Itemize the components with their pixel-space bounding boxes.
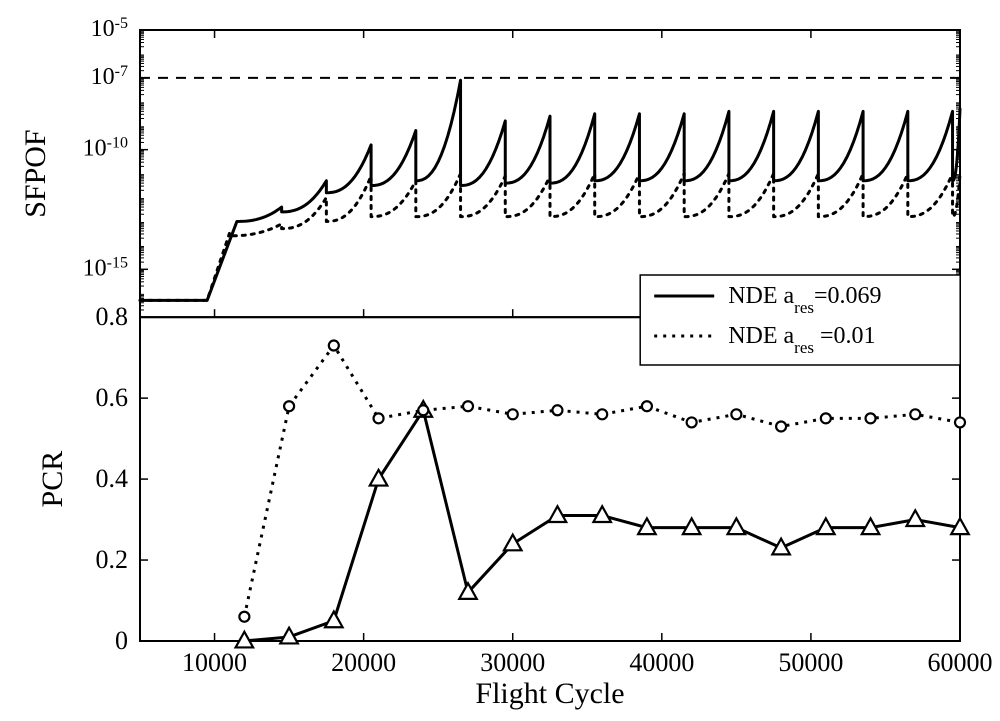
pcr-marker-circle bbox=[955, 417, 965, 427]
pcr-marker-circle bbox=[731, 409, 741, 419]
x-tick-label: 40000 bbox=[629, 648, 694, 677]
pcr-series-0 bbox=[244, 410, 960, 641]
pcr-marker-circle bbox=[284, 401, 294, 411]
x-axis-label: Flight Cycle bbox=[475, 677, 624, 710]
pcr-marker-circle bbox=[239, 612, 249, 622]
pcr-marker-circle bbox=[508, 409, 518, 419]
pcr-marker-triangle bbox=[907, 510, 925, 526]
pcr-marker-circle bbox=[329, 341, 339, 351]
pcr-marker-circle bbox=[463, 401, 473, 411]
ytick-label-bottom: 0.4 bbox=[96, 464, 129, 493]
ytick-label-top: 10-5 bbox=[91, 15, 128, 43]
pcr-marker-circle bbox=[866, 413, 876, 423]
ytick-label-bottom: 0.6 bbox=[96, 383, 129, 412]
x-tick-label: 10000 bbox=[182, 648, 247, 677]
pcr-marker-circle bbox=[821, 413, 831, 423]
y-axis-label-top: SFPOF bbox=[19, 129, 52, 217]
x-tick-label: 50000 bbox=[778, 648, 843, 677]
pcr-marker-triangle bbox=[325, 612, 343, 628]
x-tick-label: 30000 bbox=[480, 648, 545, 677]
pcr-marker-circle bbox=[552, 405, 562, 415]
pcr-marker-circle bbox=[687, 417, 697, 427]
pcr-marker-circle bbox=[418, 405, 428, 415]
y-axis-label-bottom: PCR bbox=[36, 451, 69, 508]
ytick-label-bottom: 0.2 bbox=[96, 545, 129, 574]
pcr-marker-circle bbox=[642, 401, 652, 411]
pcr-marker-circle bbox=[374, 413, 384, 423]
pcr-series-1 bbox=[244, 346, 960, 617]
chart-svg: 10000 20000 30000 40000 50000 60000 Flight Cyc… bbox=[0, 0, 1000, 721]
pcr-marker-circle bbox=[910, 409, 920, 419]
pcr-marker-circle bbox=[776, 421, 786, 431]
ytick-label-top: 10-10 bbox=[83, 134, 128, 162]
ytick-label-top: 10-15 bbox=[83, 254, 128, 282]
sfpof-series-0 bbox=[140, 80, 960, 300]
pcr-marker-circle bbox=[597, 409, 607, 419]
x-tick-label: 60000 bbox=[928, 648, 993, 677]
ytick-label-top: 10-7 bbox=[91, 62, 128, 90]
chart-container: 10000 20000 30000 40000 50000 60000 Flight Cyc… bbox=[0, 0, 1000, 721]
pcr-marker-triangle bbox=[504, 535, 522, 551]
ytick-label-bottom: 0 bbox=[115, 626, 128, 655]
ytick-label-bottom: 0.8 bbox=[96, 302, 129, 331]
x-tick-label: 20000 bbox=[331, 648, 396, 677]
